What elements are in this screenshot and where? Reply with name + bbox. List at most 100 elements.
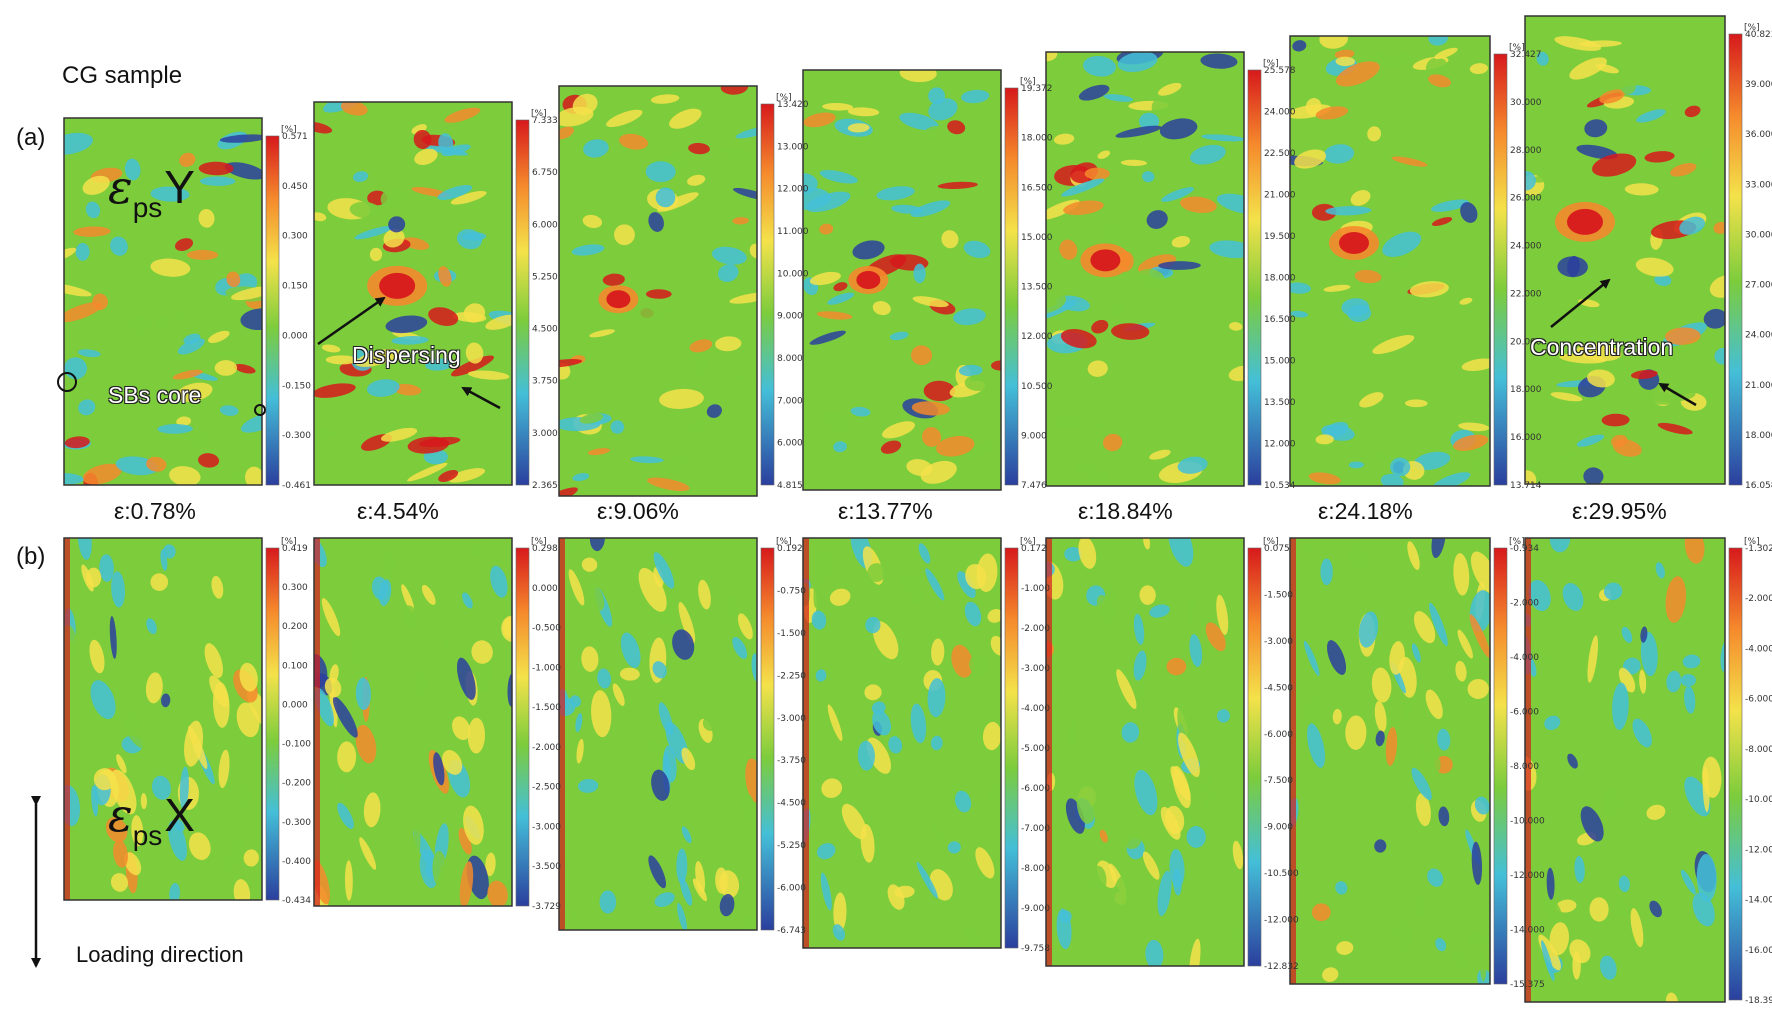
strain-map-a-7 <box>1524 15 1726 485</box>
colorbar-a-1: [%]0.571 0.450 0.300 0.150 0.000 -0.150 -0.300… <box>265 125 311 491</box>
strain-map-b-2 <box>313 537 513 907</box>
colorbar-tick-label: -15.375 <box>1510 980 1545 990</box>
strain-map-b-3 <box>558 537 758 931</box>
colorbar-tick-label: -3.000 <box>1264 637 1293 647</box>
colorbar-tick-label: 24.000 <box>1510 242 1542 252</box>
colorbar-tick-label: 4.815 <box>777 481 803 491</box>
colorbar-tick-label: 4.500 <box>532 325 558 335</box>
colorbar-unit: [%] <box>1744 23 1760 33</box>
strain-label-1: ε:0.78% <box>114 498 196 524</box>
colorbar-tick-label: 0.419 <box>282 544 308 554</box>
colorbar-tick-label: 16.058 <box>1745 481 1772 491</box>
colorbar-tick-label: 3.750 <box>532 377 558 387</box>
colorbar-b-3: [%]0.192 -0.750 -1.500 -2.250 -3.000 -3.750 -4… <box>760 537 806 936</box>
colorbar-tick-label: 33.000 <box>1745 180 1772 190</box>
colorbar-b-2: [%]0.298 0.000 -0.500 -1.000 -1.500 -2.000 -2.… <box>515 537 561 912</box>
strain-map-b-4 <box>802 537 1002 949</box>
colorbar-unit: [%] <box>1020 77 1036 87</box>
colorbar-tick-label: 0.000 <box>282 700 308 710</box>
colorbar-tick-label: -2.500 <box>532 783 561 793</box>
colorbar-tick-label: -1.500 <box>1264 590 1293 600</box>
colorbar-tick-label: -7.000 <box>1021 824 1050 834</box>
hotspot-core <box>1090 249 1121 272</box>
colorbar-b-4: [%]0.172 -1.000 -2.000 -3.000 -4.000 -5.000 -6… <box>1004 537 1050 954</box>
colorbar-tick-label: -10.000 <box>1745 795 1772 805</box>
colorbar-tick-label: -14.000 <box>1510 926 1545 936</box>
colorbar-b-7: [%]-1.302 -2.000 -4.000 -6.000 -8.000 -10.000… <box>1728 537 1772 1006</box>
colorbar-unit: [%] <box>776 537 792 547</box>
colorbar-tick-label: 10.534 <box>1264 481 1296 491</box>
colorbar-tick-label: -8.000 <box>1510 762 1539 772</box>
colorbar-tick-label: 30.000 <box>1745 230 1772 240</box>
colorbar-b-1: [%]0.419 0.300 0.200 0.100 0.000 -0.100 -0.200… <box>265 537 311 906</box>
colorbar-tick-label: -9.000 <box>1021 904 1050 914</box>
colorbar-tick-label: 12.000 <box>777 185 809 195</box>
colorbar-tick-label: 0.298 <box>532 544 558 554</box>
colorbar-tick-label: 0.150 <box>282 282 308 292</box>
colorbar-tick-label: -6.000 <box>1264 730 1293 740</box>
colorbar-tick-label: -2.000 <box>1021 624 1050 634</box>
colorbar-tick-label: 19.372 <box>1021 84 1053 94</box>
colorbar-tick-label: 10.500 <box>1021 382 1053 392</box>
colorbar-unit: [%] <box>1020 537 1036 547</box>
colorbar-tick-label: 7.476 <box>1021 481 1047 491</box>
colorbar-tick-label: 0.075 <box>1264 544 1290 554</box>
colorbar-tick-label: -1.500 <box>532 703 561 713</box>
colorbar-tick-label: 18.000 <box>1510 385 1542 395</box>
colorbar-tick-label: 2.365 <box>532 481 558 491</box>
strain-label-6: ε:24.18% <box>1318 498 1413 524</box>
colorbar-tick-label: 0.000 <box>532 584 558 594</box>
colorbar-unit: [%] <box>1509 537 1525 547</box>
hotspot-core <box>1567 208 1603 235</box>
colorbar-tick-label: 0.100 <box>282 661 308 671</box>
colorbar-tick-label: 0.450 <box>282 182 308 192</box>
colorbar-tick-label: 3.000 <box>532 429 558 439</box>
colorbar-tick-label: 5.250 <box>532 272 558 282</box>
concentration-arrow-2 <box>1658 382 1697 407</box>
row-a-label: (a) <box>16 124 46 151</box>
colorbar-tick-label: -12.000 <box>1510 871 1545 881</box>
colorbar-tick-label: 13.500 <box>1021 283 1053 293</box>
colorbar-tick-label: 9.000 <box>1021 431 1047 441</box>
strain-label-4: ε:13.77% <box>838 498 933 524</box>
sbs-core-marker <box>57 372 77 392</box>
colorbar-tick-label: -4.500 <box>777 799 806 809</box>
colorbar-tick-label: 16.000 <box>1510 433 1542 443</box>
row-b-label: (b) <box>16 543 46 570</box>
colorbar-tick-label: 32.427 <box>1510 50 1542 60</box>
colorbar-tick-label: -10.500 <box>1264 869 1299 879</box>
colorbar-tick-label: -5.000 <box>1021 744 1050 754</box>
colorbar-tick-label: 21.000 <box>1264 191 1296 201</box>
colorbar-tick-label: -0.750 <box>777 586 806 596</box>
colorbar-tick-label: -3.500 <box>532 862 561 872</box>
colorbar-tick-label: 27.000 <box>1745 281 1772 291</box>
colorbar-a-2: [%]7.333 6.750 6.000 5.250 4.500 3.750 3.000 2.… <box>515 109 558 491</box>
colorbar-tick-label: -7.500 <box>1264 776 1293 786</box>
colorbar-tick-label: 12.000 <box>1021 332 1053 342</box>
epsilon-y-symbol: εpsY <box>108 160 195 223</box>
colorbar-unit: [%] <box>281 537 297 547</box>
colorbar-tick-label: 20.000 <box>1510 337 1542 347</box>
colorbar-tick-label: 25.578 <box>1264 66 1296 76</box>
colorbar-tick-label: -1.000 <box>1021 584 1050 594</box>
colorbar-tick-label: 15.000 <box>1021 233 1053 243</box>
colorbar-tick-label: -9.758 <box>1021 944 1050 954</box>
colorbar-tick-label: 24.000 <box>1264 108 1296 118</box>
colorbar-tick-label: 0.200 <box>282 622 308 632</box>
colorbar-tick-label: -6.000 <box>1021 784 1050 794</box>
colorbar-tick-label: 15.000 <box>1264 357 1296 367</box>
colorbar-tick-label: -2.000 <box>1510 599 1539 609</box>
colorbar-a-3: [%]13.420 13.000 12.000 11.000 10.000 9.000 8.… <box>760 93 809 491</box>
strain-map-a-3 <box>558 85 758 497</box>
colorbar-tick-label: -4.500 <box>1264 683 1293 693</box>
colorbar-tick-label: 13.000 <box>777 142 809 152</box>
colorbar-tick-label: 24.000 <box>1745 331 1772 341</box>
colorbar-tick-label: -4.000 <box>1021 704 1050 714</box>
colorbar-tick-label: 18.000 <box>1264 274 1296 284</box>
colorbar-tick-label: 6.000 <box>532 220 558 230</box>
dispersing-arrow-2 <box>461 386 501 410</box>
colorbar-tick-label: -5.250 <box>777 841 806 851</box>
hotspot-core <box>1339 232 1369 254</box>
colorbar-tick-label: 30.000 <box>1510 98 1542 108</box>
colorbar-tick-label: -6.000 <box>1745 695 1772 705</box>
